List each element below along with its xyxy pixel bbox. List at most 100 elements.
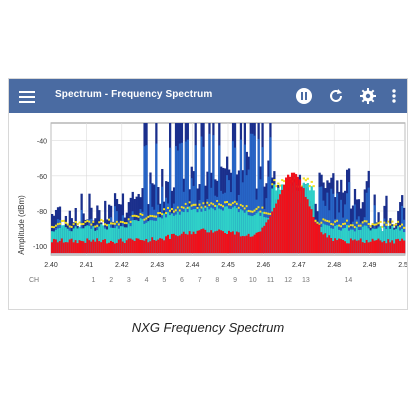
spectrum-bar [133, 220, 136, 254]
spectrum-bar [169, 209, 172, 212]
spectrum-bar [165, 212, 168, 215]
spectrum-bar [245, 235, 248, 254]
spectrum-bar [115, 220, 119, 223]
spectrum-bar [104, 239, 107, 254]
spectrum-bar [379, 226, 382, 254]
spectrum-bar [190, 234, 193, 254]
channel-label: 10 [249, 277, 257, 284]
spectrum-bar [110, 222, 113, 225]
spectrum-bar [111, 241, 115, 254]
spectrum-bar [72, 228, 75, 254]
spectrum-bar [399, 240, 402, 254]
spectrum-bar [88, 220, 91, 223]
spectrum-bar [395, 239, 398, 254]
spectrum-bar [332, 193, 335, 254]
spectrum-bar [90, 228, 93, 254]
spectrum-bar [52, 238, 56, 254]
spectrum-bar [212, 203, 215, 206]
spectrum-bar [224, 206, 227, 254]
channel-label: 4 [145, 277, 149, 284]
spectrum-bar [196, 206, 199, 209]
spectrum-bar [102, 225, 105, 254]
spectrum-bar [241, 210, 245, 254]
spectrum-bar [180, 142, 184, 254]
spectrum-bar [161, 218, 164, 254]
spectrum-bar [218, 145, 221, 254]
y-tick-label: -40 [37, 139, 47, 146]
spectrum-bar [139, 239, 142, 254]
spectrum-bar [245, 210, 248, 254]
spectrum-bar [202, 146, 205, 254]
spectrum-bar [151, 237, 154, 254]
spectrum-bar [137, 221, 140, 254]
more-vert-icon[interactable] [389, 87, 399, 105]
spectrum-bar [340, 225, 343, 228]
spectrum-bar [143, 146, 146, 254]
spectrum-bar [383, 221, 386, 224]
menu-icon[interactable] [19, 88, 35, 104]
spectrum-bar [180, 206, 184, 209]
spectrum-bar [383, 240, 386, 254]
spectrum-bar [385, 223, 388, 226]
spectrum-bar [86, 219, 89, 222]
spectrum-bar [56, 242, 60, 254]
spectrum-bar [367, 222, 370, 225]
spectrum-bar [131, 239, 134, 254]
spectrum-bar [359, 238, 363, 254]
spectrum-bar [279, 194, 282, 254]
spectrum-bar [346, 224, 349, 254]
spectrum-bar [338, 224, 341, 227]
x-tick-labels: 2.40 2.41 2.42 2.43 2.44 2.45 2.46 2.47 2.48 2.49… [44, 262, 407, 269]
channel-label: 2 [109, 277, 113, 284]
spectrum-bar [320, 221, 323, 224]
spectrum-bar [206, 232, 209, 254]
spectrum-bar [261, 206, 264, 209]
spectrum-bar [218, 203, 221, 206]
spectrum-bar [151, 220, 154, 254]
spectrum-bar [347, 225, 351, 228]
spectrum-bar [102, 239, 105, 254]
channel-label: 11 [267, 277, 274, 284]
refresh-icon[interactable] [327, 87, 345, 105]
spectrum-bar [125, 222, 128, 225]
spectrum-bar [66, 223, 69, 226]
spectrum-bar [208, 209, 211, 254]
spectrum-bar [308, 185, 311, 188]
spectrum-chart: Amplitude (dBm) -40-60-80-100 2.40 2.41 2.… [17, 122, 407, 284]
spectrum-bar [194, 233, 197, 254]
spectrum-bar [271, 211, 274, 254]
spectrum-bar [70, 225, 73, 228]
spectrum-bar [292, 172, 296, 254]
spectrum-bar [324, 219, 327, 222]
spectrum-bar [257, 206, 260, 209]
spectrum-bar [192, 231, 195, 254]
spectrum-bar [174, 146, 178, 254]
spectrum-bar [306, 199, 309, 254]
spectrum-bar [56, 223, 60, 226]
spectrum-bar [115, 242, 119, 254]
spectrum-bar [375, 223, 378, 226]
spectrum-bar [84, 242, 87, 254]
spectrum-bar [243, 236, 246, 254]
spectrum-bar [165, 217, 168, 254]
spectrum-bar [84, 226, 87, 254]
y-tick-label: -100 [33, 244, 47, 251]
spectrum-bar [247, 209, 250, 212]
channel-label: 13 [302, 277, 310, 284]
spectrum-bar [170, 213, 174, 254]
spectrum-bar [251, 133, 254, 254]
spectrum-bar [102, 220, 105, 223]
spectrum-bar [403, 240, 406, 254]
spectrum-bar [300, 185, 304, 188]
spectrum-bar [381, 231, 384, 254]
spectrum-bar [281, 179, 284, 182]
spectrum-bar [182, 231, 186, 254]
pause-icon[interactable] [295, 87, 313, 105]
spectrum-bar [143, 223, 146, 254]
x-tick-label: 2.47 [292, 262, 306, 269]
settings-icon[interactable] [359, 87, 377, 105]
spectrum-bar [379, 240, 382, 254]
y-axis-label: Amplitude (dBm) [17, 195, 26, 255]
spectrum-bar [233, 200, 237, 203]
spectrum-bar [149, 214, 152, 217]
